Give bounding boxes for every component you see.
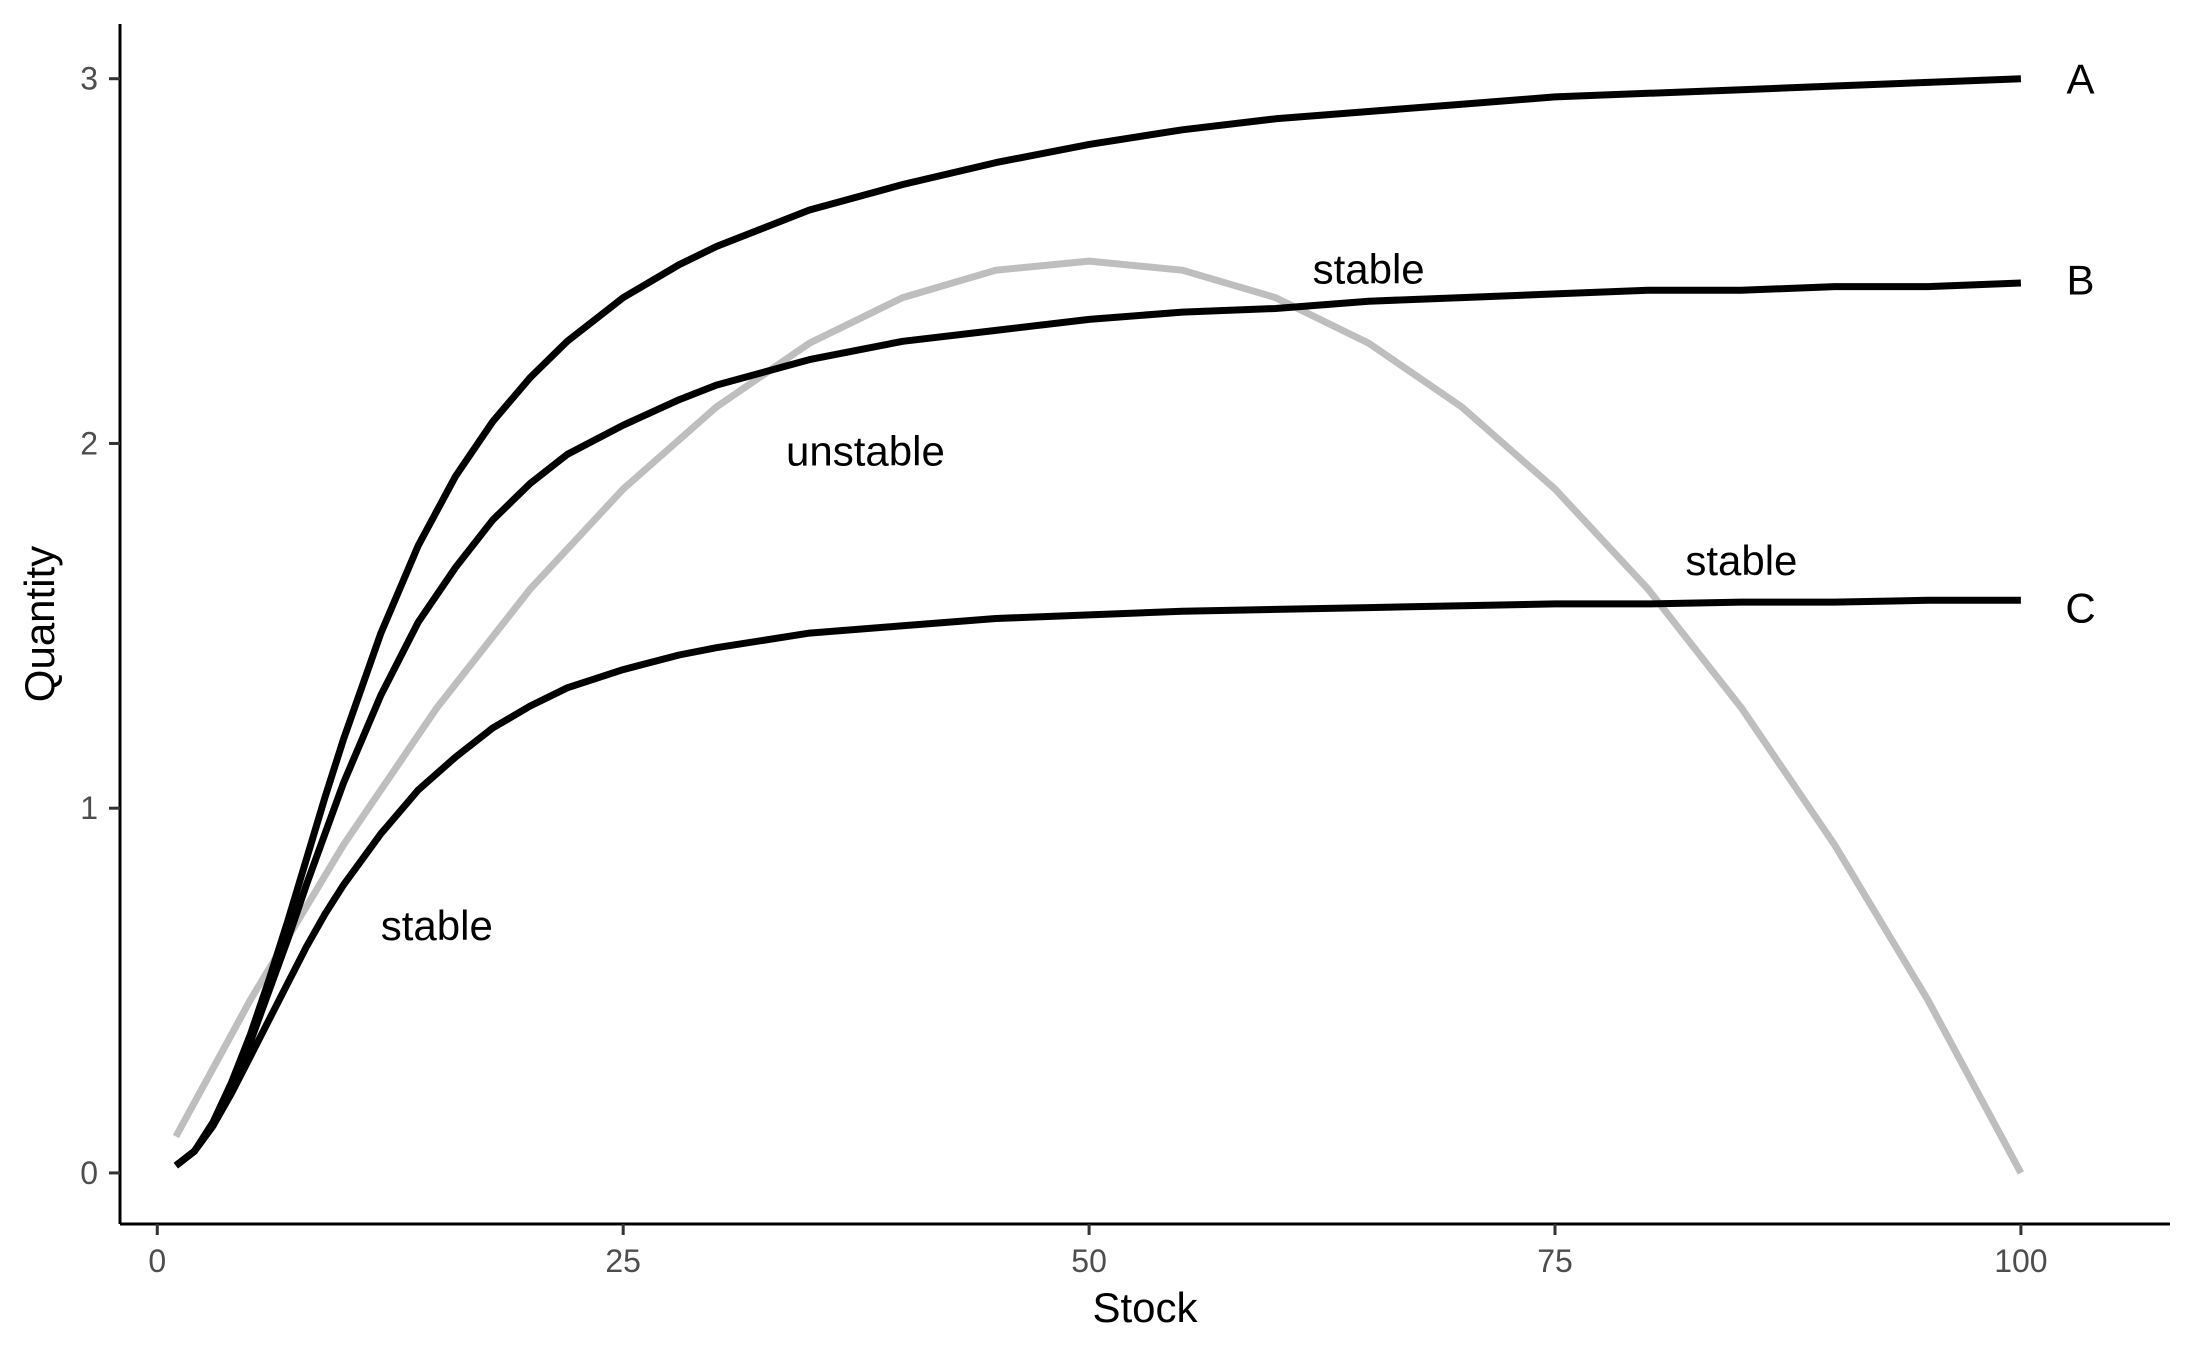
series-label-c: C — [2065, 585, 2095, 632]
series-line-c — [173, 596, 2021, 1169]
y-tick-label: 2 — [80, 425, 98, 461]
x-tick-label: 50 — [1071, 1243, 1107, 1279]
series-layer — [172, 75, 2024, 1175]
x-tick-label: 0 — [148, 1243, 166, 1279]
axes-layer — [118, 24, 2170, 1226]
annotation-stable: stable — [1313, 245, 1425, 292]
series-line-b — [173, 279, 2022, 1169]
annotation-unstable: unstable — [786, 428, 945, 475]
x-tick-label: 25 — [605, 1243, 641, 1279]
y-tick-label: 1 — [80, 790, 98, 826]
series-label-b: B — [2067, 256, 2095, 303]
y-tick-label: 3 — [80, 61, 98, 97]
annotation-stable: stable — [1685, 537, 1797, 584]
annotation-stable: stable — [381, 902, 493, 949]
series-line-gray — [172, 257, 2024, 1175]
x-tick-label: 100 — [1994, 1243, 2047, 1279]
series-label-a: A — [2067, 56, 2095, 103]
series-line-a — [173, 75, 2022, 1169]
x-tick-label: 75 — [1537, 1243, 1573, 1279]
y-tick-label: 0 — [80, 1155, 98, 1191]
x-axis-title: Stock — [1092, 1284, 1198, 1331]
y-axis-title: Quantity — [16, 546, 63, 702]
ticks-layer: 0 25 50 75 100 0 1 2 3 — [80, 61, 2047, 1279]
